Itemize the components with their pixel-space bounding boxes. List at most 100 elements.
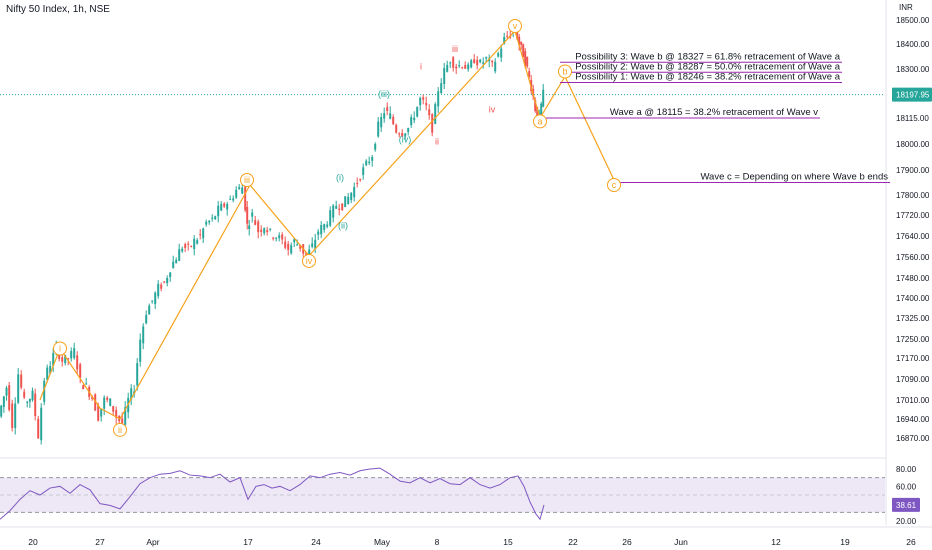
time-tick-label: 20 (28, 537, 38, 547)
candle-body (160, 284, 163, 289)
candle-body (380, 117, 383, 128)
wave-label: ii (435, 137, 439, 147)
candle-body (109, 398, 112, 406)
wave-label: i (420, 62, 422, 72)
candle-body (311, 243, 314, 247)
rsi-line (0, 467, 545, 521)
price-tick-label: 17250.00 (896, 335, 930, 344)
price-tick-label: 17640.00 (896, 232, 930, 241)
candle-body (518, 36, 521, 45)
candle-body (368, 161, 371, 163)
price-tick-label: 17900.00 (896, 166, 930, 175)
rsi-value-badge (892, 497, 920, 512)
candle-body (254, 220, 257, 225)
candle-body (458, 65, 461, 67)
candle-body (181, 248, 184, 252)
candle-body (40, 407, 43, 441)
candle-body (223, 203, 226, 207)
candle-body (395, 124, 398, 133)
candle-body (73, 348, 76, 358)
price-tick-label: 18115.00 (896, 114, 929, 123)
candle-body (172, 261, 175, 268)
candle-body (374, 143, 377, 150)
candle-body (422, 97, 425, 100)
candle-body (157, 283, 160, 297)
candle-body (26, 401, 29, 403)
candle-body (338, 208, 341, 210)
candle-body (431, 114, 434, 133)
candle-body (308, 249, 311, 258)
candle-body (79, 364, 82, 378)
candle-body (350, 192, 353, 200)
candle-body (175, 259, 178, 264)
candle-body (31, 390, 34, 401)
candle-body (11, 403, 14, 429)
candle-body (85, 383, 88, 385)
price-tick-label: 17325.00 (896, 314, 930, 323)
candle-body (440, 83, 443, 94)
candle-body (413, 117, 416, 121)
time-axis: 20 27 Apr 17 24 May 8 15 22 26 Jun 12 19 26 (0, 526, 932, 547)
candle-body (365, 160, 368, 166)
candle-body (263, 228, 266, 234)
time-tick-label: 15 (503, 537, 513, 547)
wave-label: i (59, 344, 61, 354)
candle-body (269, 228, 272, 230)
candle-body (389, 113, 392, 119)
wave-label: (i) (336, 173, 344, 183)
candle-body (540, 103, 543, 119)
candle-body (28, 398, 31, 402)
candle-body (232, 198, 235, 201)
candle-body (476, 59, 479, 66)
currency-label: INR (899, 3, 913, 12)
price-tick-label: 16870.00 (896, 434, 930, 443)
candle-body (524, 51, 527, 67)
price-tick-label: 17720.00 (896, 211, 930, 220)
price-tick-label: 17480.00 (896, 274, 930, 283)
candle-body (284, 241, 287, 248)
candle-body (443, 68, 446, 85)
price-tick-label: 17090.00 (896, 375, 930, 384)
price-tick-label: 17560.00 (896, 253, 930, 262)
candle-body (461, 67, 464, 69)
candle-body (94, 394, 97, 411)
candle-body (296, 244, 299, 246)
candle-body (371, 157, 374, 161)
candle-body (356, 183, 359, 185)
candle-body (61, 357, 64, 362)
candle-body (214, 216, 217, 220)
wave-label: v (513, 21, 518, 31)
candle-body (473, 59, 476, 64)
candle-body (226, 203, 229, 210)
candle-body (326, 224, 329, 227)
candle-body (479, 59, 482, 63)
price-tick-label: 18000.00 (896, 140, 930, 149)
price-tick-label: 17400.00 (896, 294, 930, 303)
candle-body (470, 60, 473, 68)
candle-body (542, 89, 545, 107)
candle-body (485, 57, 488, 59)
time-tick-label: May (374, 537, 391, 547)
candle-body (130, 388, 133, 400)
candle-body (238, 187, 241, 190)
wave-label: b (562, 67, 567, 77)
price-tick-label: 16940.00 (896, 415, 930, 424)
candle-body (278, 235, 281, 238)
candle-body (211, 217, 214, 219)
candle-body (166, 277, 169, 284)
time-tick-label: 27 (95, 537, 105, 547)
wave-label-circle (302, 253, 316, 268)
candle-body (536, 106, 539, 118)
wave-label: a (537, 116, 542, 126)
time-tick-label: 26 (622, 537, 632, 547)
candle-body (500, 48, 503, 58)
annotation-text: Possibility 2: Wave b @ 18287 = 50.0% re… (575, 61, 840, 72)
candle-body (305, 252, 308, 257)
candle-body (142, 326, 145, 344)
candle-body (20, 374, 23, 388)
candle-body (497, 53, 500, 57)
candle-body (299, 244, 302, 249)
candle-body (217, 205, 220, 217)
